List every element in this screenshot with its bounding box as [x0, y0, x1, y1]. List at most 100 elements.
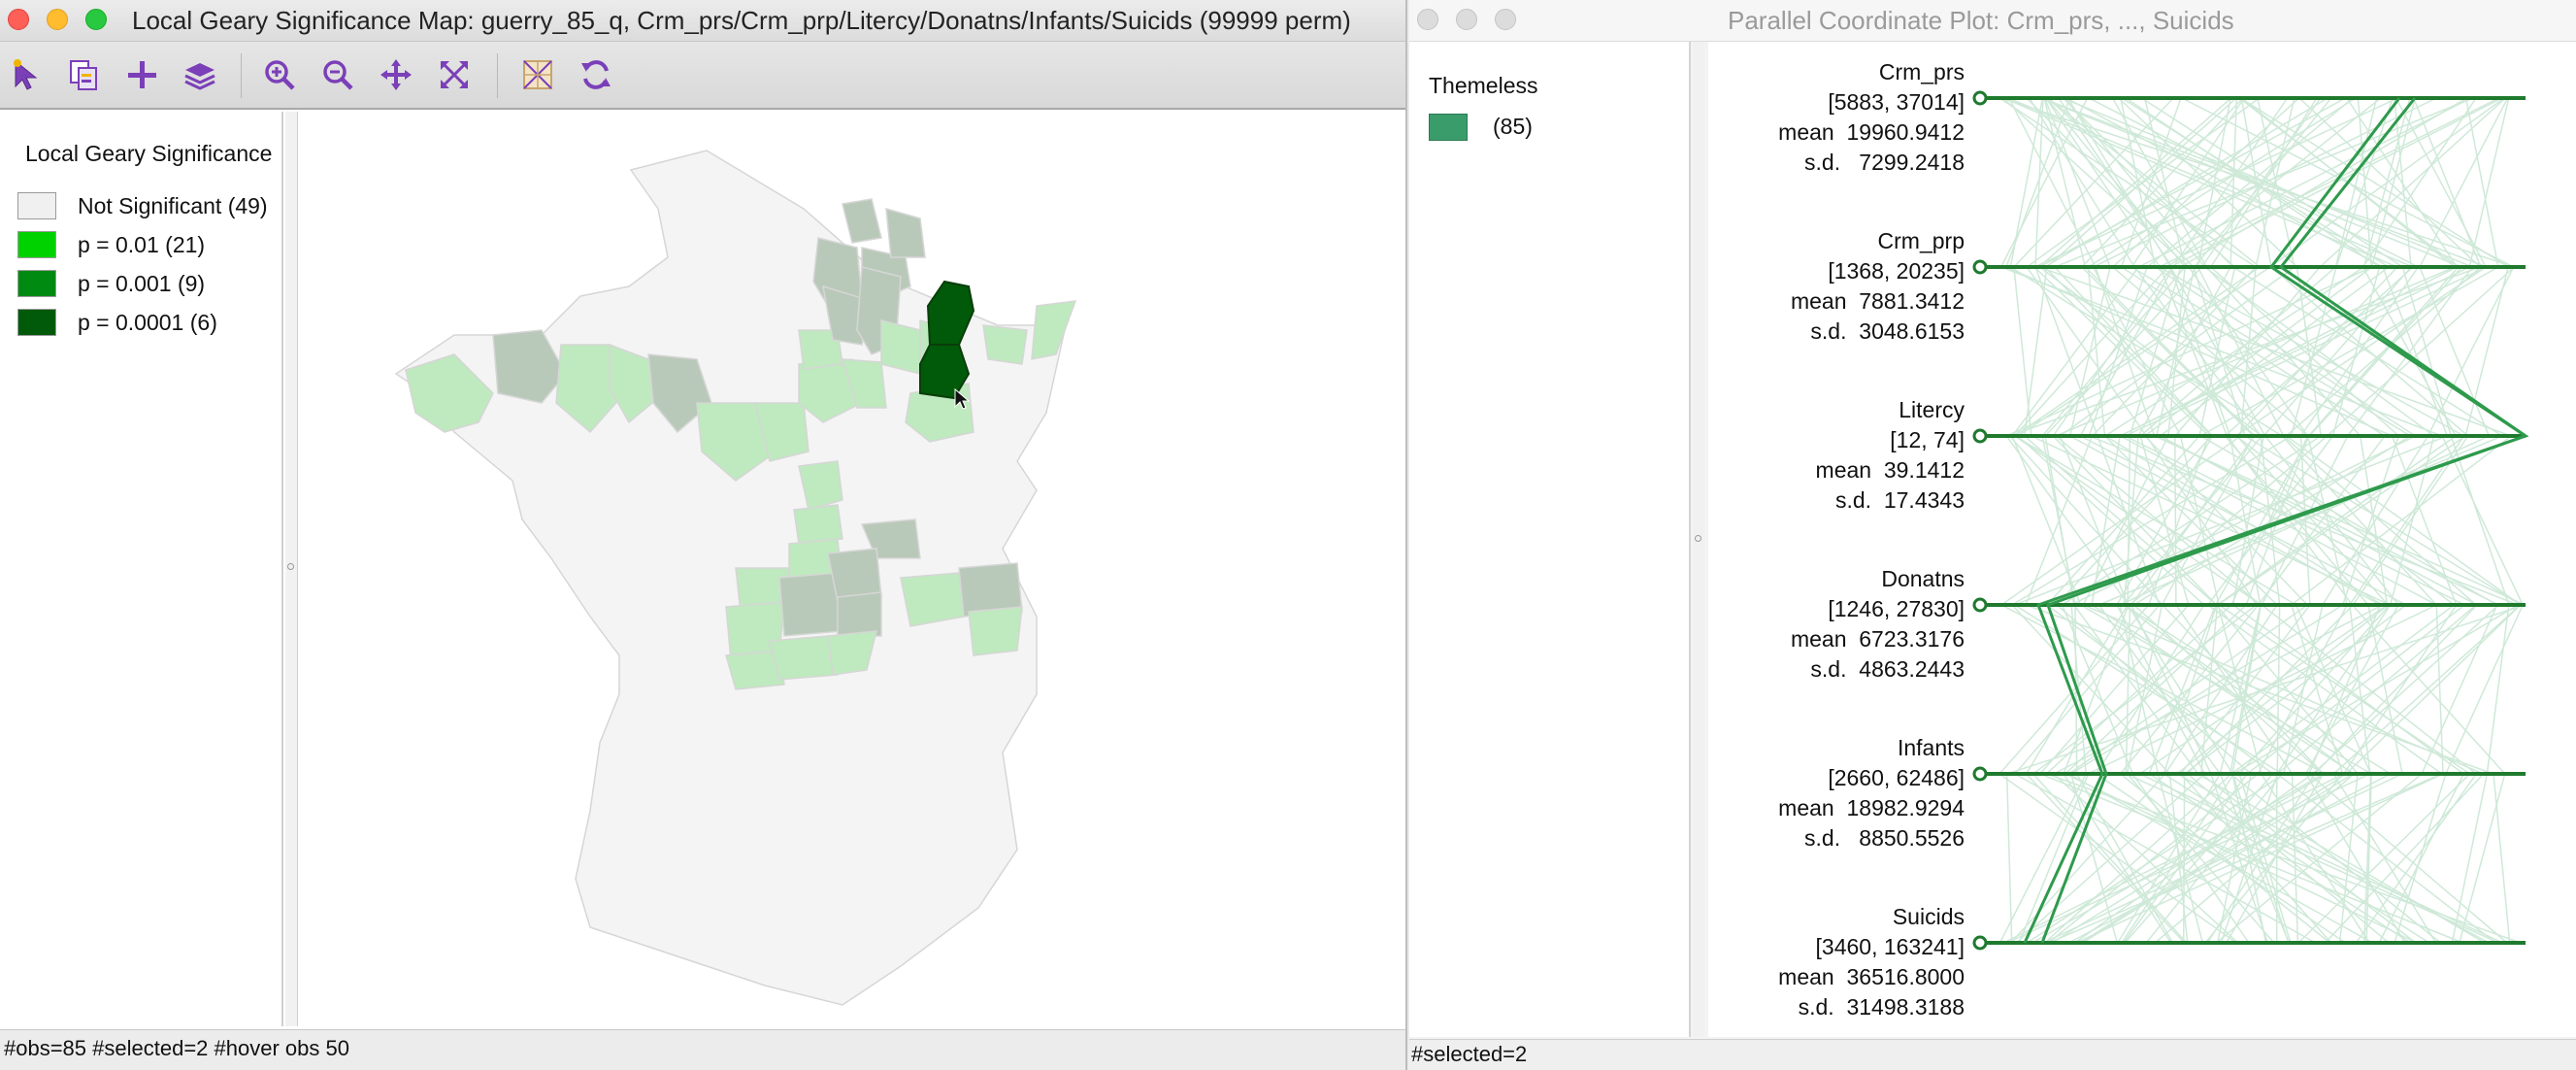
france-departments-map[interactable]	[299, 112, 1405, 1026]
close-button[interactable]	[8, 9, 29, 30]
map-region	[880, 319, 921, 375]
legend-item-label: p = 0.0001 (6)	[78, 309, 217, 335]
axis-handle[interactable]	[1972, 935, 1988, 951]
pcp-status-text: #selected=2	[1411, 1042, 1528, 1066]
observation-line	[2037, 97, 2513, 944]
pcp-background-lines	[1998, 97, 2527, 944]
layers-icon[interactable]	[179, 53, 221, 96]
select-icon[interactable]	[6, 53, 49, 96]
observation-line	[2200, 97, 2477, 944]
axis-label-crm_prs: Crm_prs [5883, 37014] mean 19960.9412 s.d. …	[1778, 59, 1965, 175]
legend-item-label: p = 0.01 (21)	[78, 231, 206, 257]
observation-line	[2025, 97, 2467, 944]
zoom-out-icon[interactable]	[316, 53, 359, 96]
map-region	[725, 650, 785, 690]
observation-line	[2013, 97, 2449, 944]
observation-line	[2000, 97, 2516, 944]
map-region	[827, 630, 877, 676]
add-icon[interactable]	[120, 53, 163, 96]
legend-swatch	[17, 309, 56, 336]
observation-line	[2130, 97, 2412, 944]
observation-line	[2054, 97, 2457, 944]
axis-handle[interactable]	[1972, 90, 1988, 106]
observation-line	[2027, 97, 2515, 944]
map-region	[837, 591, 882, 637]
map-region	[492, 329, 567, 404]
observation-line	[2052, 97, 2411, 944]
legend-item-label: Not Significant (49)	[78, 192, 268, 218]
observation-line	[1998, 97, 2398, 944]
legend-title: Local Geary Significance	[25, 141, 273, 166]
observation-line	[2026, 97, 2261, 944]
legend-splitter[interactable]	[285, 112, 298, 1026]
map-titlebar: Local Geary Significance Map: guerry_85_…	[0, 0, 1405, 42]
observation-line	[1999, 97, 2525, 944]
axis-label-crm_prp: Crm_prp [1368, 20235] mean 7881.3412 s.d. 3…	[1790, 228, 1965, 344]
legend-item-not-significant[interactable]: Not Significant (49)	[17, 189, 268, 222]
map-canvas[interactable]	[299, 112, 1405, 1026]
map-region	[1031, 300, 1077, 360]
observation-line	[2040, 97, 2463, 944]
pcp-legend: Themeless (85)	[1409, 42, 1691, 1037]
legend-swatch	[17, 192, 56, 219]
legend-swatch	[17, 231, 56, 258]
map-region	[798, 460, 843, 511]
observation-line	[2044, 97, 2488, 944]
map-window-title: Local Geary Significance Map: guerry_85_…	[132, 6, 1351, 35]
axis-handle[interactable]	[1972, 597, 1988, 613]
observation-line	[2064, 97, 2435, 944]
observation-line	[2013, 97, 2372, 944]
fit-extent-icon[interactable]	[433, 53, 476, 96]
observation-line	[2141, 97, 2510, 944]
observation-line	[1998, 97, 2328, 944]
pcp-window: Parallel Coordinate Plot: Crm_prs, ..., …	[1409, 0, 2576, 1070]
observation-line	[2231, 97, 2465, 944]
observation-line	[2026, 97, 2523, 944]
map-status-text: #obs=85 #selected=2 #hover obs 50	[4, 1036, 349, 1060]
refresh-icon[interactable]	[575, 53, 617, 96]
axis-label-suicids: Suicids [3460, 163241] mean 36516.8000 s.d.…	[1778, 904, 1965, 1020]
copy-selection-icon[interactable]	[62, 53, 105, 96]
axis-handle[interactable]	[1972, 259, 1988, 275]
minimize-button[interactable]	[1456, 9, 1477, 30]
selected-observation-line[interactable]	[2023, 97, 2529, 944]
observation-line	[2088, 97, 2420, 944]
pcp-splitter[interactable]	[1693, 42, 1704, 1037]
legend-item-p0001[interactable]: p = 0.0001 (6)	[17, 306, 217, 339]
observation-line	[2119, 97, 2509, 944]
map-region	[842, 198, 882, 244]
observation-line	[2005, 97, 2527, 944]
zoom-in-icon[interactable]	[258, 53, 301, 96]
legend-item-p01[interactable]: p = 0.01 (21)	[17, 228, 205, 261]
map-legend: Local Geary Significance Not Significant…	[0, 112, 283, 1026]
observation-line	[2043, 97, 2508, 944]
observation-line	[2002, 97, 2458, 944]
map-region	[647, 353, 712, 434]
axis-handle[interactable]	[1972, 766, 1988, 782]
parallel-coordinate-plot[interactable]	[1708, 42, 2576, 1037]
minimize-button[interactable]	[47, 9, 68, 30]
pcp-titlebar: Parallel Coordinate Plot: Crm_prs, ..., …	[1409, 0, 2576, 42]
basemap-icon[interactable]	[516, 53, 559, 96]
selected-observation-line[interactable]	[2040, 97, 2529, 944]
observation-line	[2005, 97, 2373, 944]
legend-swatch	[17, 270, 56, 297]
observation-line	[2011, 97, 2472, 944]
pcp-canvas[interactable]: Crm_prs [5883, 37014] mean 19960.9412 s.d. …	[1708, 42, 2576, 1037]
pan-icon[interactable]	[375, 53, 417, 96]
observation-line	[2016, 97, 2505, 944]
toolbar-separator	[241, 53, 242, 98]
maximize-button[interactable]	[1495, 9, 1516, 30]
map-region	[798, 329, 843, 370]
maximize-button[interactable]	[85, 9, 107, 30]
pcp-statusbar: #selected=2	[1409, 1039, 2576, 1070]
close-button[interactable]	[1417, 9, 1438, 30]
observation-line	[2067, 97, 2417, 944]
legend-item-p001[interactable]: p = 0.001 (9)	[17, 267, 205, 300]
map-region	[696, 402, 771, 482]
axis-handle[interactable]	[1972, 428, 1988, 444]
legend-swatch[interactable]	[1429, 114, 1468, 141]
map-region	[609, 343, 659, 424]
observation-line	[2119, 97, 2387, 944]
toolbar-separator	[497, 53, 498, 98]
